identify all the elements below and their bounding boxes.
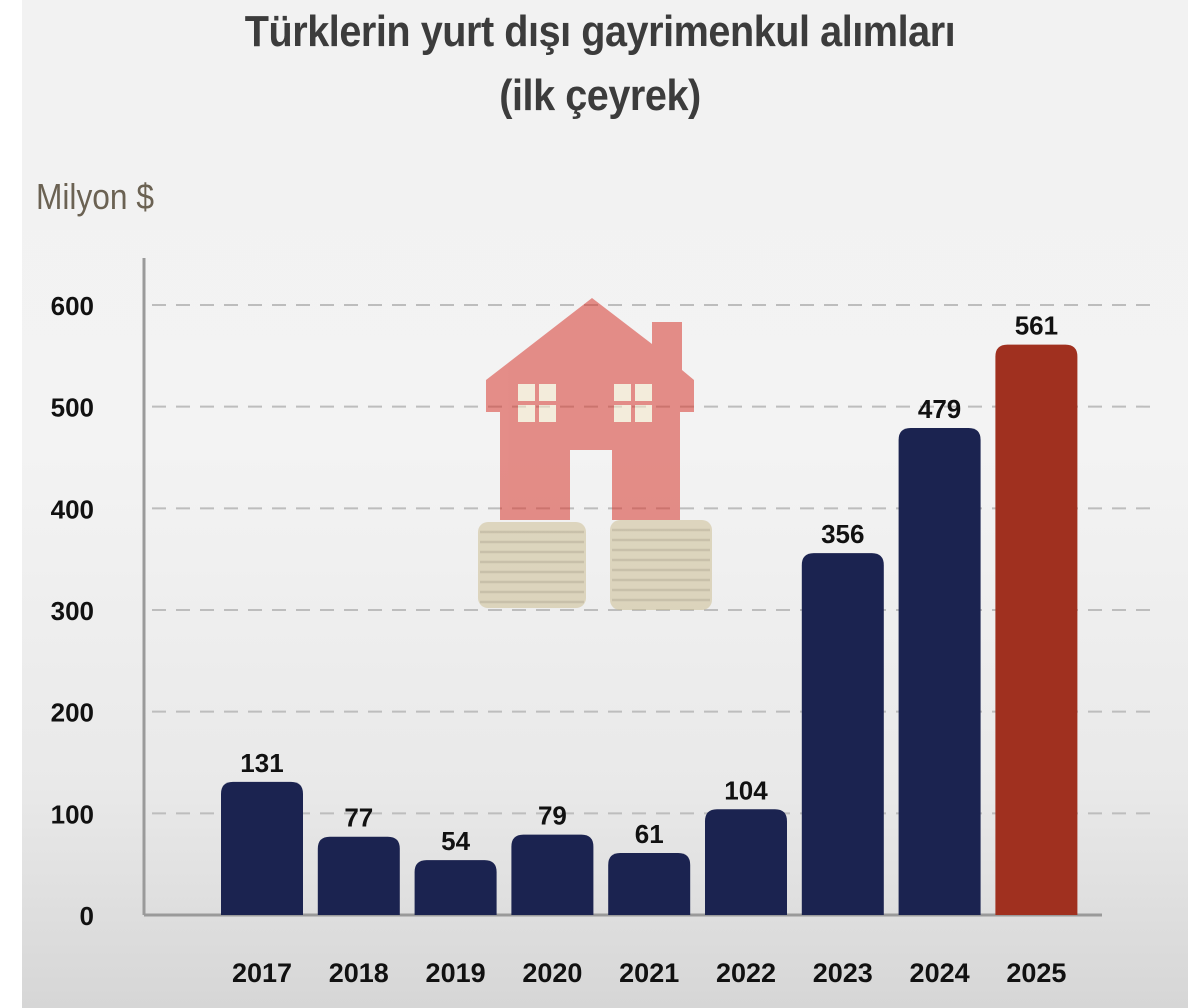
x-tick-label-2020: 2020: [522, 958, 582, 988]
x-tick-label-2022: 2022: [716, 958, 776, 988]
x-tick-label-2021: 2021: [619, 958, 679, 988]
y-tick-label: 400: [51, 494, 94, 524]
bar-2023: [801, 553, 884, 915]
data-label-2019: 54: [441, 826, 470, 856]
data-label-2023: 356: [821, 519, 864, 549]
bar-2020: [511, 834, 594, 915]
y-tick-label: 100: [51, 799, 94, 829]
chart-title-block: Türklerin yurt dışı gayrimenkul alımları…: [60, 0, 1140, 128]
y-axis-unit-label: Milyon $: [36, 176, 154, 217]
bars: [221, 344, 1078, 915]
bar-2025: [995, 344, 1078, 915]
bar-2022: [705, 809, 787, 915]
chart-subtitle: (ilk çeyrek): [499, 71, 701, 120]
data-label-2021: 61: [635, 819, 664, 849]
y-tick-label: 300: [51, 596, 94, 626]
data-label-2022: 104: [724, 775, 768, 805]
data-label-2018: 77: [344, 803, 373, 833]
bar-2019: [414, 860, 497, 915]
coin-stack-left: [478, 522, 586, 608]
data-label-2020: 79: [538, 801, 567, 831]
coin-stack-right: [610, 520, 712, 610]
bar-2017: [221, 781, 303, 915]
x-tick-label-2017: 2017: [232, 958, 292, 988]
chart-background: [22, 0, 1188, 1008]
bar-2018: [317, 836, 400, 915]
bar-2021: [608, 852, 691, 915]
data-label-2024: 479: [918, 394, 961, 424]
y-tick-label: 0: [80, 901, 94, 931]
data-label-2025: 561: [1015, 311, 1058, 341]
x-tick-label-2019: 2019: [426, 958, 486, 988]
y-tick-label: 200: [51, 698, 94, 728]
chart-title: Türklerin yurt dışı gayrimenkul alımları: [244, 7, 956, 56]
x-tick-label-2024: 2024: [910, 958, 970, 988]
house-on-coins-icon: [478, 298, 712, 610]
labels: 0 100 200 300 400 500 600 131 2017 77 2018 54 2019 79…: [51, 291, 1067, 988]
x-tick-label-2018: 2018: [329, 958, 389, 988]
x-tick-label-2023: 2023: [813, 958, 873, 988]
bar-2024: [898, 428, 981, 915]
y-tick-label: 600: [51, 291, 94, 321]
y-tick-label: 500: [51, 393, 94, 423]
x-tick-label-2025: 2025: [1006, 958, 1066, 988]
data-label-2017: 131: [240, 748, 283, 778]
house-icon: [486, 298, 694, 520]
